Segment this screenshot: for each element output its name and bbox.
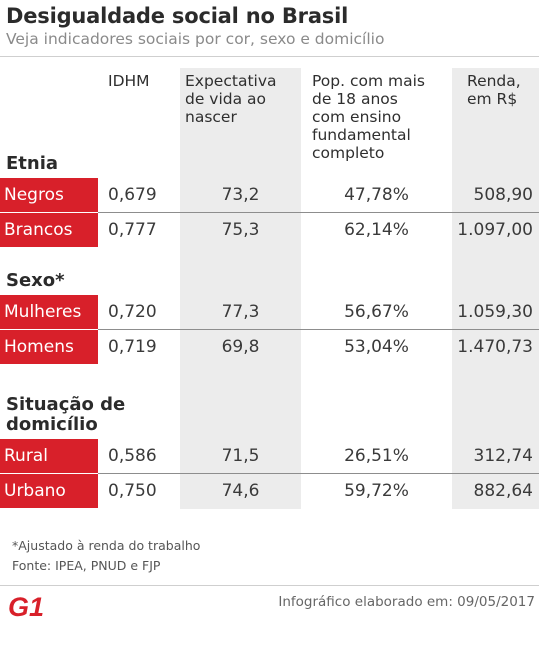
row-label: Rural [0, 439, 98, 473]
cell-idhm: 0,777 [108, 220, 157, 240]
column-header-line: de 18 anos [312, 90, 398, 108]
column-header-line: Expectativa [185, 72, 277, 90]
column-header-line: completo [312, 144, 385, 162]
cell-idhm: 0,586 [108, 446, 157, 466]
cell-expectativa: 77,3 [221, 302, 260, 322]
row-divider [98, 473, 539, 474]
row-divider [98, 212, 539, 213]
section-title-line: domicílio [6, 414, 98, 435]
cell-populacao: 26,51% [344, 446, 409, 466]
g1-logo: G1 [8, 593, 44, 619]
column-header-idhm: IDHM [108, 72, 150, 90]
table-row: Negros 0,679 73,2 47,78% 508,90 [0, 178, 539, 212]
cell-expectativa: 71,5 [221, 446, 260, 466]
footer-divider [0, 585, 539, 586]
cell-renda: 1.059,30 [457, 302, 533, 322]
cell-populacao: 53,04% [344, 337, 409, 357]
credit-text: Infográfico elaborado em: 09/05/2017 [278, 594, 535, 610]
page-subtitle: Veja indicadores sociais por cor, sexo e… [6, 30, 385, 48]
cell-expectativa: 69,8 [221, 337, 260, 357]
cell-populacao: 47,78% [344, 185, 409, 205]
section-title-line: Sexo* [6, 270, 65, 291]
footnote-adjusted: *Ajustado à renda do trabalho [12, 538, 201, 553]
table-row: Mulheres 0,720 77,3 56,67% 1.059,30 [0, 295, 539, 329]
row-label: Brancos [0, 213, 98, 247]
table-row: Urbano 0,750 74,6 59,72% 882,64 [0, 474, 539, 508]
row-divider [98, 329, 539, 330]
column-header-line: em R$ [467, 90, 518, 108]
table-row: Rural 0,586 71,5 26,51% 312,74 [0, 439, 539, 473]
footnote-source: Fonte: IPEA, PNUD e FJP [12, 558, 161, 573]
column-header-expectativa: Expectativa de vida ao nascer [185, 72, 300, 126]
column-shade-renda [452, 68, 539, 509]
table-row: Brancos 0,777 75,3 62,14% 1.097,00 [0, 213, 539, 247]
cell-idhm: 0,750 [108, 481, 157, 501]
column-shade-expectativa [180, 68, 301, 509]
table-row: Homens 0,719 69,8 53,04% 1.470,73 [0, 330, 539, 364]
cell-renda: 508,90 [473, 185, 533, 205]
section-title-sexo: Sexo* [6, 271, 65, 291]
cell-populacao: 62,14% [344, 220, 409, 240]
cell-populacao: 56,67% [344, 302, 409, 322]
column-header-line: de vida ao [185, 90, 267, 108]
g1-logo-text: G1 [8, 593, 44, 619]
column-header-populacao: Pop. com mais de 18 anos com ensino fund… [312, 72, 450, 162]
column-header-line: nascer [185, 108, 237, 126]
column-header-line: Pop. com mais [312, 72, 425, 90]
row-label: Homens [0, 330, 98, 364]
cell-renda: 312,74 [473, 446, 533, 466]
cell-renda: 1.470,73 [457, 337, 533, 357]
column-header-renda: Renda, em R$ [467, 72, 537, 108]
cell-idhm: 0,720 [108, 302, 157, 322]
cell-expectativa: 74,6 [221, 481, 260, 501]
column-header-line: fundamental [312, 126, 411, 144]
column-header-line: com ensino [312, 108, 402, 126]
column-header-line: Renda, [467, 72, 521, 90]
cell-idhm: 0,679 [108, 185, 157, 205]
row-label: Negros [0, 178, 98, 212]
section-title-line: Situação de [6, 394, 126, 415]
cell-populacao: 59,72% [344, 481, 409, 501]
cell-expectativa: 75,3 [221, 220, 260, 240]
cell-renda: 1.097,00 [457, 220, 533, 240]
page-title: Desigualdade social no Brasil [6, 4, 349, 28]
section-title-line: Etnia [6, 153, 59, 174]
section-title-domicilio: Situação de domicílio [6, 395, 125, 435]
cell-renda: 882,64 [473, 481, 533, 501]
cell-expectativa: 73,2 [221, 185, 260, 205]
section-title-etnia: Etnia [6, 154, 58, 174]
row-label: Urbano [0, 474, 98, 508]
cell-idhm: 0,719 [108, 337, 157, 357]
header-divider [0, 56, 539, 57]
row-label: Mulheres [0, 295, 98, 329]
